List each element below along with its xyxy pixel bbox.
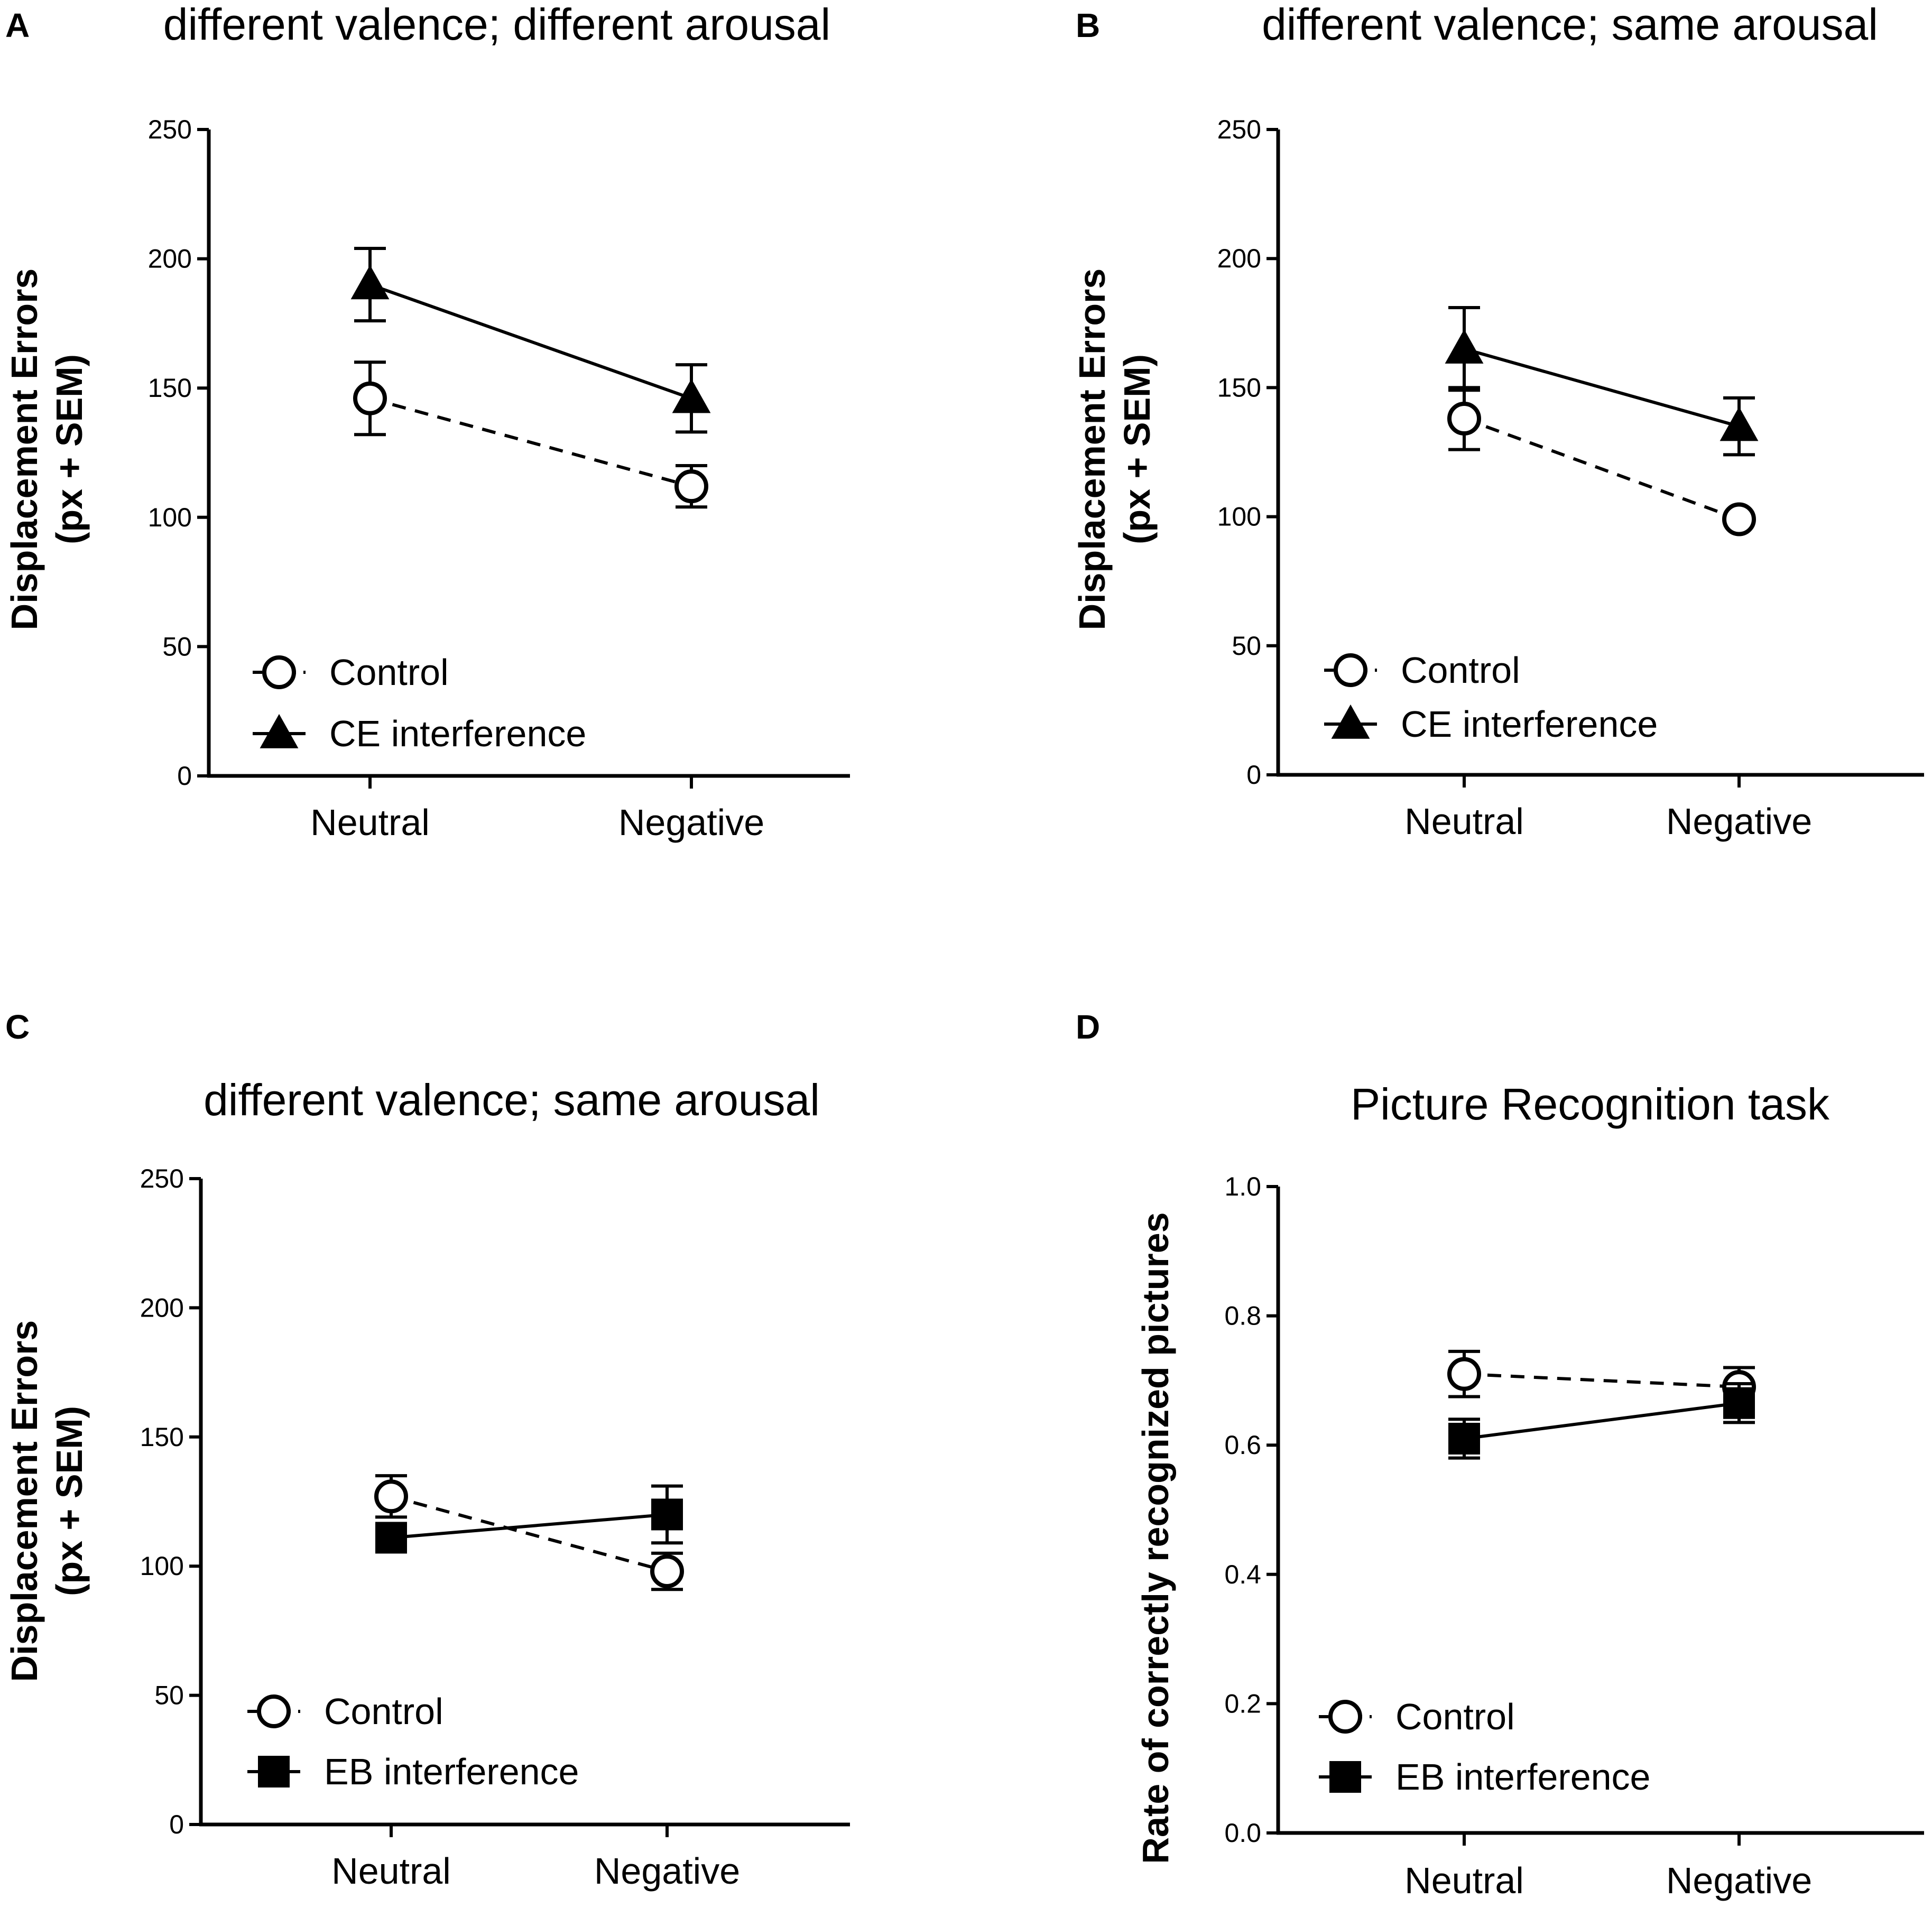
series-line (391, 1513, 668, 1540)
y-axis-label: Displacement Errors (4, 268, 45, 631)
data-point (1445, 329, 1484, 364)
data-point (374, 1479, 408, 1514)
y-tick-label: 200 (1217, 244, 1261, 273)
panel-d: D Picture Recognition task Rate of correct… (1076, 1008, 1924, 1901)
y-tick-label: 250 (140, 1164, 184, 1193)
y-axis-label: (px + SEM) (49, 1406, 90, 1596)
legend-marker (260, 714, 299, 748)
data-point (1722, 502, 1756, 536)
legend-label: Control (1401, 650, 1520, 691)
y-tick-label: 150 (140, 1422, 184, 1452)
y-axis-label: Displacement Errors (1071, 268, 1113, 631)
y-axis-label: (px + SEM) (49, 354, 90, 544)
legend-marker (1328, 1700, 1362, 1734)
y-tick-label: 150 (1217, 373, 1261, 402)
legend-label: CE interference (1401, 703, 1658, 745)
x-tick-label: Neutral (310, 802, 430, 843)
y-tick-label: 250 (148, 115, 192, 144)
series-line (1464, 1401, 1740, 1440)
data-point (1723, 1387, 1755, 1419)
chart-title: different valence; same arousal (204, 1075, 820, 1125)
y-tick-label: 200 (140, 1293, 184, 1322)
x-tick-label: Neutral (1404, 1860, 1524, 1901)
y-axis-label: Rate of correctly recognized pictures (1135, 1212, 1176, 1864)
legend-marker (262, 655, 296, 689)
x-tick-label: Neutral (331, 1850, 451, 1892)
data-point (672, 378, 711, 413)
panel-letter: A (5, 6, 30, 44)
data-point (651, 1498, 683, 1531)
y-tick-label: 100 (148, 503, 192, 532)
data-point (1447, 402, 1481, 436)
y-tick-label: 0.4 (1224, 1560, 1261, 1589)
x-tick-label: Negative (618, 802, 764, 843)
y-axis-label: (px + SEM) (1116, 354, 1158, 544)
y-tick-label: 50 (1232, 631, 1261, 661)
series-line (1464, 1372, 1740, 1389)
legend-marker (1334, 653, 1367, 687)
legend-label: Control (329, 652, 449, 693)
y-tick-label: 0 (169, 1810, 184, 1839)
y-tick-label: 0.2 (1224, 1689, 1261, 1718)
y-tick-label: 200 (148, 244, 192, 274)
y-tick-label: 0.0 (1224, 1818, 1261, 1848)
legend-label: EB interference (1395, 1756, 1650, 1798)
y-tick-label: 50 (162, 632, 192, 661)
series-line (1463, 417, 1740, 521)
legend-marker (1331, 704, 1370, 739)
y-tick-label: 0.6 (1224, 1430, 1261, 1460)
legend-marker (257, 1694, 291, 1728)
x-tick-label: Negative (1666, 801, 1812, 842)
y-tick-label: 100 (1217, 502, 1261, 532)
x-tick-label: Negative (1666, 1860, 1812, 1901)
series-line (369, 283, 692, 400)
data-point (375, 1522, 407, 1554)
y-tick-label: 100 (140, 1551, 184, 1581)
y-axis-label: Displacement Errors (4, 1320, 45, 1682)
legend-label: CE interference (329, 713, 586, 754)
data-point (650, 1554, 684, 1588)
chart-title: different valence; same arousal (1262, 0, 1878, 49)
x-tick-label: Negative (594, 1850, 740, 1892)
legend-marker (1329, 1761, 1361, 1793)
y-tick-label: 1.0 (1224, 1172, 1261, 1201)
y-tick-label: 0 (177, 761, 192, 791)
y-tick-label: 150 (148, 373, 192, 403)
panel-letter: B (1076, 6, 1100, 44)
data-point (1448, 1422, 1480, 1455)
data-point (353, 381, 387, 415)
panel-letter: D (1076, 1008, 1100, 1046)
data-point (1720, 406, 1759, 441)
y-tick-label: 0 (1246, 760, 1261, 790)
x-tick-label: Neutral (1404, 801, 1524, 842)
legend-marker (258, 1756, 290, 1787)
chart-title: different valence; different arousal (163, 0, 830, 49)
series-line (1464, 347, 1740, 428)
legend-label: Control (1395, 1696, 1515, 1737)
data-point (350, 265, 390, 300)
y-tick-label: 250 (1217, 115, 1261, 144)
series-line (391, 1495, 668, 1573)
panel-letter: C (5, 1008, 30, 1046)
legend-label: Control (324, 1691, 443, 1732)
legend-label: EB interference (324, 1751, 579, 1792)
y-tick-label: 0.8 (1224, 1301, 1261, 1331)
y-tick-label: 50 (154, 1681, 184, 1710)
series-line (369, 396, 692, 488)
data-point (1447, 1357, 1481, 1391)
data-point (674, 469, 708, 504)
chart-title: Picture Recognition task (1351, 1079, 1830, 1129)
